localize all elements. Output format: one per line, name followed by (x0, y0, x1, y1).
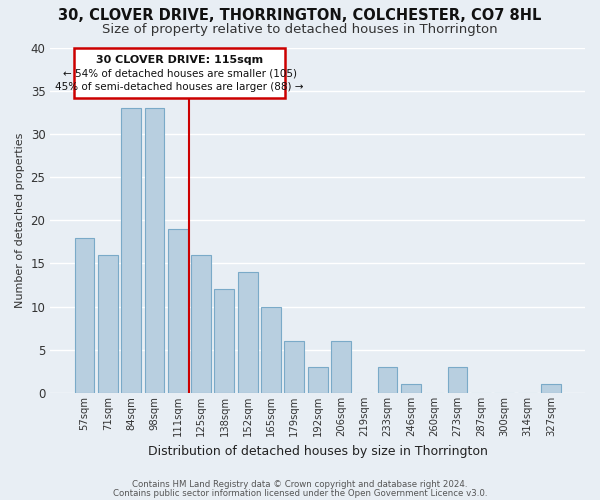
Bar (98, 255, 118, 393)
Text: 30, CLOVER DRIVE, THORRINGTON, COLCHESTER, CO7 8HL: 30, CLOVER DRIVE, THORRINGTON, COLCHESTE… (58, 8, 542, 22)
Bar (121, 108, 141, 393)
Bar (238, 272, 257, 393)
Text: 30 CLOVER DRIVE: 115sqm: 30 CLOVER DRIVE: 115sqm (96, 56, 263, 66)
Bar (284, 341, 304, 393)
Y-axis label: Number of detached properties: Number of detached properties (15, 132, 25, 308)
Bar (261, 306, 281, 393)
Bar (331, 341, 351, 393)
Bar (191, 255, 211, 393)
X-axis label: Distribution of detached houses by size in Thorrington: Distribution of detached houses by size … (148, 444, 488, 458)
Bar (168, 229, 188, 393)
Text: 45% of semi-detached houses are larger (88) →: 45% of semi-detached houses are larger (… (55, 82, 304, 92)
Bar (308, 367, 328, 393)
Bar (145, 108, 164, 393)
Bar (74, 238, 94, 393)
Text: Size of property relative to detached houses in Thorrington: Size of property relative to detached ho… (102, 22, 498, 36)
Text: ← 54% of detached houses are smaller (105): ← 54% of detached houses are smaller (10… (62, 68, 296, 78)
Bar (401, 384, 421, 393)
Bar (377, 367, 397, 393)
Bar (541, 384, 560, 393)
Text: Contains public sector information licensed under the Open Government Licence v3: Contains public sector information licen… (113, 488, 487, 498)
Bar (448, 367, 467, 393)
Bar (214, 290, 234, 393)
FancyBboxPatch shape (74, 48, 285, 98)
Text: Contains HM Land Registry data © Crown copyright and database right 2024.: Contains HM Land Registry data © Crown c… (132, 480, 468, 489)
